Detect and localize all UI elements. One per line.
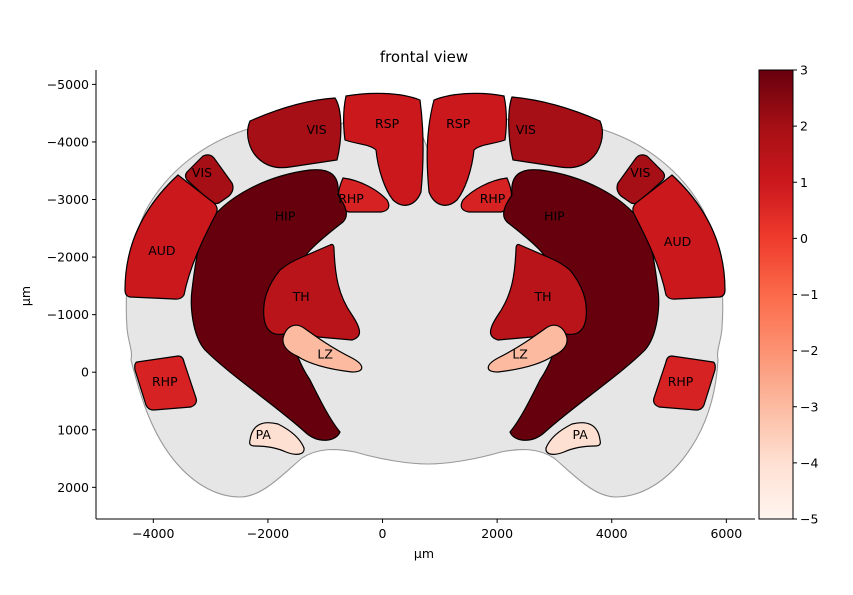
region-aud-right [632, 174, 726, 300]
region-rsp-right [426, 92, 507, 206]
y-tick-label: 0 [81, 365, 89, 380]
region-label-vis-left: VIS [192, 165, 212, 180]
y-tick-label: 1000 [57, 422, 89, 437]
region-label-pa-left: PA [256, 427, 272, 442]
region-label-pa-right: PA [573, 427, 589, 442]
colorbar-tick-label: −4 [800, 455, 818, 470]
region-label-lz-left: LZ [317, 346, 333, 361]
region-aud-left [124, 174, 218, 300]
y-tick-label: −2000 [47, 250, 89, 265]
x-axis-title: µm [414, 546, 434, 561]
y-tick-label: −3000 [47, 192, 89, 207]
region-rhp2-left [134, 355, 198, 411]
colorbar-tick-label: 2 [800, 119, 808, 134]
region-pa-left [249, 422, 305, 455]
region-label-rhp-left: RHP [152, 374, 178, 389]
colorbar-tick-label: −5 [800, 512, 818, 527]
region-label-vis-right: VIS [630, 165, 650, 180]
y-tick-label: −1000 [47, 307, 89, 322]
region-label-vis-left: VIS [307, 122, 327, 137]
region-vis-left [247, 97, 342, 169]
region-label-hip-right: HIP [544, 208, 565, 223]
region-lz-right [487, 324, 568, 373]
region-label-lz-right: LZ [512, 346, 528, 361]
region-label-vis-right: VIS [516, 122, 536, 137]
y-axis-title: µm [18, 286, 33, 306]
region-label-rhp-right: RHP [480, 191, 506, 206]
region-label-rsp-left: RSP [375, 116, 400, 131]
x-tick-label: −4000 [132, 526, 174, 541]
region-pa-right [545, 422, 601, 455]
colorbar-tick-label: −2 [800, 343, 818, 358]
region-label-th-left: TH [292, 289, 310, 304]
region-label-rhp-right: RHP [668, 374, 694, 389]
region-label-rhp-left: RHP [338, 191, 364, 206]
colorbar-tick-label: −1 [800, 287, 818, 302]
y-tick-label: −4000 [47, 134, 89, 149]
region-label-rsp-right: RSP [446, 116, 471, 131]
colorbar-tick-label: 0 [800, 231, 808, 246]
region-label-aud-right: AUD [664, 234, 691, 249]
colorbar [758, 69, 794, 520]
region-label-hip-left: HIP [275, 208, 296, 223]
region-labels: VIS VIS RSP RSP VIS VIS RHP RHP HIP HIP AUD AUD TH TH… [148, 116, 694, 442]
region-vis2-right [616, 154, 666, 205]
x-axis-ticks: −4000 −2000 0 2000 4000 6000 [132, 519, 742, 541]
x-tick-label: −2000 [247, 526, 289, 541]
y-axis-ticks: −5000 −4000 −3000 −2000 −1000 0 1000 2000 [47, 77, 96, 495]
region-lz-left [282, 324, 363, 373]
region-rsp-left [343, 92, 424, 206]
x-tick-label: 6000 [710, 526, 742, 541]
region-label-aud-left: AUD [148, 243, 175, 258]
x-tick-label: 0 [379, 526, 387, 541]
colorbar-ticks: −5 −4 −3 −2 −1 0 1 2 3 [793, 63, 818, 527]
region-vis-right [508, 96, 603, 169]
y-tick-label: 2000 [57, 480, 89, 495]
region-rhp2-right [652, 355, 716, 411]
region-label-th-right: TH [533, 289, 551, 304]
region-vis2-left [184, 154, 234, 205]
x-tick-label: 2000 [481, 526, 513, 541]
colorbar-tick-label: −3 [800, 399, 818, 414]
y-tick-label: −5000 [47, 77, 89, 92]
x-tick-label: 4000 [596, 526, 628, 541]
plot-title: frontal view [380, 48, 468, 66]
colorbar-tick-label: 1 [800, 175, 808, 190]
colorbar-tick-label: 3 [800, 63, 808, 78]
brain-diagram [124, 92, 726, 498]
